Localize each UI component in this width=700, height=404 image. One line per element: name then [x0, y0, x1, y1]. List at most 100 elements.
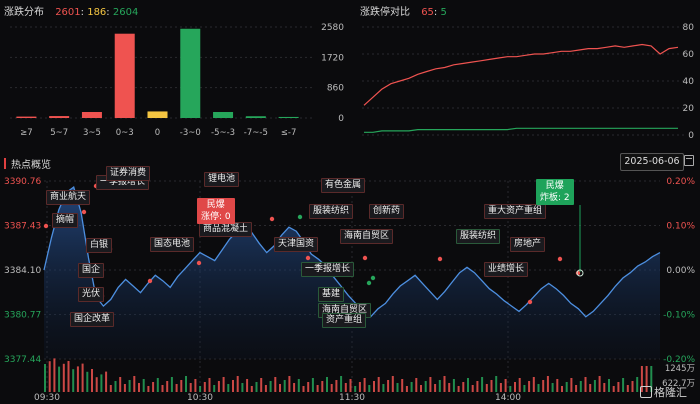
hot-tag[interactable]: 锂电池: [204, 172, 240, 187]
y-tick-label-pct: 0.00%: [666, 266, 695, 276]
hot-tag[interactable]: 国企改革: [70, 312, 115, 327]
hot-tag[interactable]: 摘帽: [52, 213, 79, 228]
hot-tag[interactable]: 服装纺织: [456, 229, 501, 244]
volume-bar: [420, 385, 422, 392]
volume-bar: [363, 378, 366, 392]
hot-tag[interactable]: 商品混凝土: [199, 222, 253, 237]
distribution-panel: 涨跌分布 2601: 186: 2604 2580 1720 860 0 ≥7 5~7 3~…: [0, 0, 350, 145]
volume-bar: [133, 376, 136, 392]
hot-tag[interactable]: 一季报增长: [301, 262, 355, 277]
event-dot: [557, 256, 563, 262]
volume-bar: [452, 379, 455, 392]
volume-bar: [518, 378, 521, 392]
volume-bar: [297, 379, 300, 392]
x-tick-label: 0~3: [116, 128, 134, 138]
hot-tag[interactable]: 基建: [318, 287, 345, 302]
hot-tag[interactable]: 海南自贸区: [340, 229, 394, 244]
volume-bar: [387, 380, 390, 392]
limit-ratio-chart: 80 60 40 20 0: [362, 23, 694, 141]
bar: [16, 116, 37, 118]
volume-bar: [86, 371, 89, 392]
volume-bar: [584, 377, 587, 392]
brand-logo-icon: [640, 386, 652, 398]
bar: [245, 116, 266, 118]
volume-bar: [556, 379, 559, 392]
volume-bar: [72, 369, 75, 392]
volume-bar: [307, 382, 310, 392]
volume-bar: [194, 379, 197, 392]
y-tick-label: 3387.43: [4, 222, 41, 232]
hot-tag[interactable]: 国态电池: [150, 237, 195, 252]
volume-bar: [95, 377, 98, 392]
x-tick-label: 0: [155, 128, 160, 138]
volume-bar: [457, 386, 460, 392]
volume-bar: [368, 385, 371, 392]
volume-bar: [434, 384, 437, 392]
calendar-icon[interactable]: [684, 155, 694, 166]
volume-bar: [100, 374, 103, 392]
volume-bar: [377, 377, 380, 392]
hot-tag[interactable]: 重大资产重组: [484, 204, 547, 219]
volume-bar: [76, 366, 79, 392]
x-tick-label: -7~-5: [244, 128, 268, 138]
volume-bar: [415, 378, 418, 392]
event-dot: [297, 214, 303, 220]
date-picker[interactable]: 2025-06-06: [620, 153, 684, 171]
x-tick-label: 14:00: [495, 393, 521, 403]
volume-bar: [91, 369, 93, 392]
hot-tag[interactable]: 有色金属: [321, 178, 366, 193]
limit-up-callout[interactable]: 民爆 涨停: 0: [197, 198, 235, 224]
volume-bar: [410, 382, 413, 392]
x-tick-label: ≥7: [20, 128, 33, 138]
volume-bar: [241, 383, 244, 392]
hot-tag[interactable]: 业绩增长: [484, 262, 529, 277]
broken-board-callout[interactable]: 民爆 炸板: 2: [536, 179, 574, 205]
volume-bar: [180, 380, 183, 392]
callout-sub: 炸板: 2: [540, 193, 570, 203]
event-dot: [196, 260, 202, 266]
volume-bar: [166, 381, 169, 392]
volume-bar: [161, 385, 164, 392]
hot-tag[interactable]: 光伏: [78, 287, 105, 302]
volume-bar: [203, 382, 206, 392]
y-tick-label-pct: 0.10%: [666, 222, 695, 232]
hot-tag[interactable]: 白银: [86, 238, 113, 253]
hot-tag[interactable]: 国企: [78, 263, 105, 278]
hot-tag[interactable]: 创新药: [369, 204, 405, 219]
y-tick-label: 860: [327, 84, 344, 94]
hot-tag[interactable]: 天津国资: [274, 237, 319, 252]
volume-bar: [321, 381, 324, 392]
volume-bar: [311, 378, 314, 392]
volume-bar: [617, 382, 620, 392]
volume-bar: [114, 381, 117, 392]
bar: [81, 112, 102, 118]
x-tick-label: 10:30: [187, 393, 213, 403]
callout-anchor: [576, 269, 584, 277]
volume-bar: [222, 377, 225, 392]
x-tick-label: 5~7: [50, 128, 68, 138]
volume-bar: [48, 361, 51, 392]
hot-tag[interactable]: 房地产: [510, 237, 546, 252]
volume-bar: [509, 386, 512, 392]
hot-tag[interactable]: 证券消费: [106, 166, 151, 181]
volume-bar: [405, 386, 408, 392]
hot-tag[interactable]: 商业航天: [46, 190, 91, 205]
limit-ratio-title-row: 涨跌停对比 65: 5: [360, 7, 447, 18]
up-count: 2601: [55, 7, 81, 18]
callout-title: 民爆: [545, 181, 564, 191]
bar: [49, 116, 70, 118]
volume-bar: [631, 381, 634, 392]
y-tick-label-pct: -0.20%: [663, 355, 695, 365]
volume-tick-label: 1245万: [665, 364, 695, 374]
volume-bar: [199, 386, 202, 392]
hot-tag[interactable]: 资产重组: [322, 313, 367, 328]
volume-bar: [62, 363, 65, 392]
hot-tag[interactable]: 服装纺织: [309, 204, 354, 219]
volume-bar: [382, 384, 385, 392]
x-tick-label: 09:30: [34, 393, 60, 403]
volume-bar: [119, 377, 122, 392]
volume-bar: [330, 384, 333, 392]
volume-bar: [467, 378, 469, 392]
volume-bar: [53, 358, 56, 392]
